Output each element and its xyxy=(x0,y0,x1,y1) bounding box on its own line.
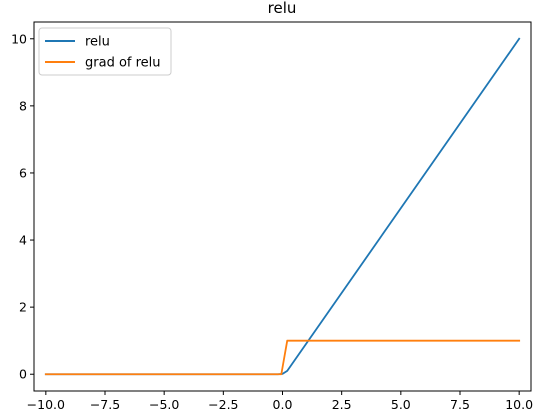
y-tick-label: 2 xyxy=(19,300,27,315)
y-tick-label: 4 xyxy=(19,233,27,248)
x-tick-label: −2.5 xyxy=(208,397,238,412)
x-tick-label: −10.0 xyxy=(27,397,65,412)
x-tick-label: 0.0 xyxy=(273,397,293,412)
series-lines xyxy=(44,37,521,376)
x-tick-label: 5.0 xyxy=(391,397,411,412)
x-tick-label: 2.5 xyxy=(332,397,352,412)
y-tick-label: 10 xyxy=(11,31,27,46)
legend-label-relu: relu xyxy=(85,35,110,50)
x-tick-label: 10.0 xyxy=(505,397,533,412)
plot-area xyxy=(34,22,531,391)
y-tick-label: 8 xyxy=(19,98,27,113)
legend-box xyxy=(38,27,172,76)
x-tick-label: 7.5 xyxy=(450,397,470,412)
x-tick-label: −7.5 xyxy=(90,397,120,412)
y-tick-label: 6 xyxy=(19,165,27,180)
series-line-grad-of-relu xyxy=(44,339,521,376)
x-tick-label: −5.0 xyxy=(149,397,179,412)
legend-label-grad-of-relu: grad of relu xyxy=(85,56,161,71)
chart-title: relu xyxy=(268,0,297,17)
axis-ticks: −10.0 −7.5 −5.0 −2.5 0.0 2.5 5.0 7.5 10.0 0 2 4 6 8 10 xyxy=(11,31,533,412)
legend: relu grad of relu xyxy=(38,27,172,76)
plot-frame xyxy=(33,21,532,392)
y-tick-label: 0 xyxy=(19,367,27,382)
